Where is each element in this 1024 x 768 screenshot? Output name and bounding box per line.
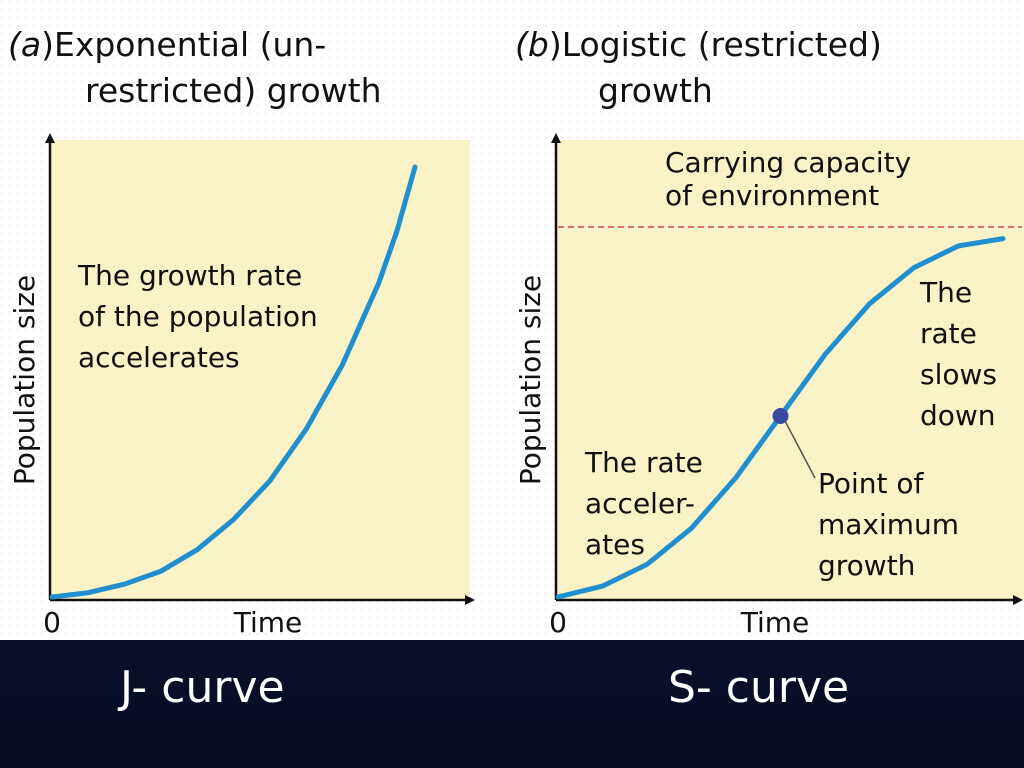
- panel-b-letter: b: [528, 25, 549, 64]
- panel-a-annotation-line-2: of the population: [78, 300, 318, 333]
- panel-b-y-axis-label: Population size: [514, 275, 547, 485]
- max-growth-annotation-line-2: maximum: [818, 508, 959, 541]
- inflection-point-marker: [772, 408, 789, 424]
- panel-a-open-paren: (: [8, 25, 23, 64]
- panel-b-logistic: (b)Logistic (restricted) growth Populati…: [514, 25, 1024, 639]
- carrying-capacity-label-line-1: Carrying capacity: [665, 146, 911, 179]
- carrying-capacity-label-line-2: of environment: [665, 179, 879, 212]
- rate-accelerates-annotation-line-2: acceler-: [585, 487, 695, 520]
- panel-a-annotation-line-3: accelerates: [78, 341, 240, 374]
- panel-a-x-tick-0: 0: [43, 606, 61, 639]
- rate-slows-annotation-line-2: rate: [920, 317, 977, 350]
- rate-slows-annotation-line-1: The: [919, 276, 972, 309]
- s-curve-caption: S- curve: [668, 662, 850, 713]
- j-curve-caption: J- curve: [120, 662, 285, 713]
- panel-b-title-line1: (b)Logistic (restricted): [515, 25, 882, 64]
- panel-b-plot-texture: [555, 140, 1024, 600]
- panel-a-annotation: The growth rate of the population accelera…: [77, 259, 318, 374]
- max-growth-leader-line: [783, 419, 816, 479]
- panel-a-exponential: (a)Exponential (un- restricted) growth P…: [8, 25, 475, 639]
- panel-a-annotation-line-1: The growth rate: [77, 259, 302, 292]
- rate-accelerates-annotation: The rate acceler-ates: [584, 446, 703, 561]
- panel-a-y-axis-label: Population size: [8, 275, 41, 485]
- panel-b-x-axis-label: Time: [740, 606, 810, 639]
- rate-slows-annotation-line-3: slows: [920, 358, 997, 391]
- panel-a-letter: a: [21, 25, 41, 64]
- rate-accelerates-annotation-line-3: ates: [585, 528, 645, 561]
- max-growth-annotation-line-1: Point of: [818, 467, 925, 500]
- carrying-capacity-label: Carrying capacity of environment: [665, 146, 911, 212]
- panel-a-x-axis-label: Time: [233, 606, 303, 639]
- max-growth-annotation-line-3: growth: [818, 549, 915, 582]
- panel-a-title-line1: (a)Exponential (un-: [8, 25, 326, 64]
- panel-b-title-line1-text: )Logistic (restricted): [549, 25, 882, 64]
- panel-b-open-paren: (: [515, 25, 530, 64]
- rate-slows-annotation-line-4: down: [920, 399, 996, 432]
- growth-curves-figure: (a)Exponential (un- restricted) growth P…: [0, 0, 1024, 640]
- rate-slows-annotation: The rate slows down: [919, 276, 997, 432]
- panel-b-title-line2: growth: [598, 71, 713, 110]
- panel-a-title-line1-text: )Exponential (un-: [41, 25, 326, 64]
- panel-a-exponential-curve: [49, 164, 418, 600]
- rate-accelerates-annotation-line-1: The rate: [584, 446, 703, 479]
- max-growth-annotation: Point of maximum growth: [818, 467, 959, 582]
- panel-b-x-tick-0: 0: [549, 606, 567, 639]
- panel-a-title-line2: restricted) growth: [85, 71, 382, 110]
